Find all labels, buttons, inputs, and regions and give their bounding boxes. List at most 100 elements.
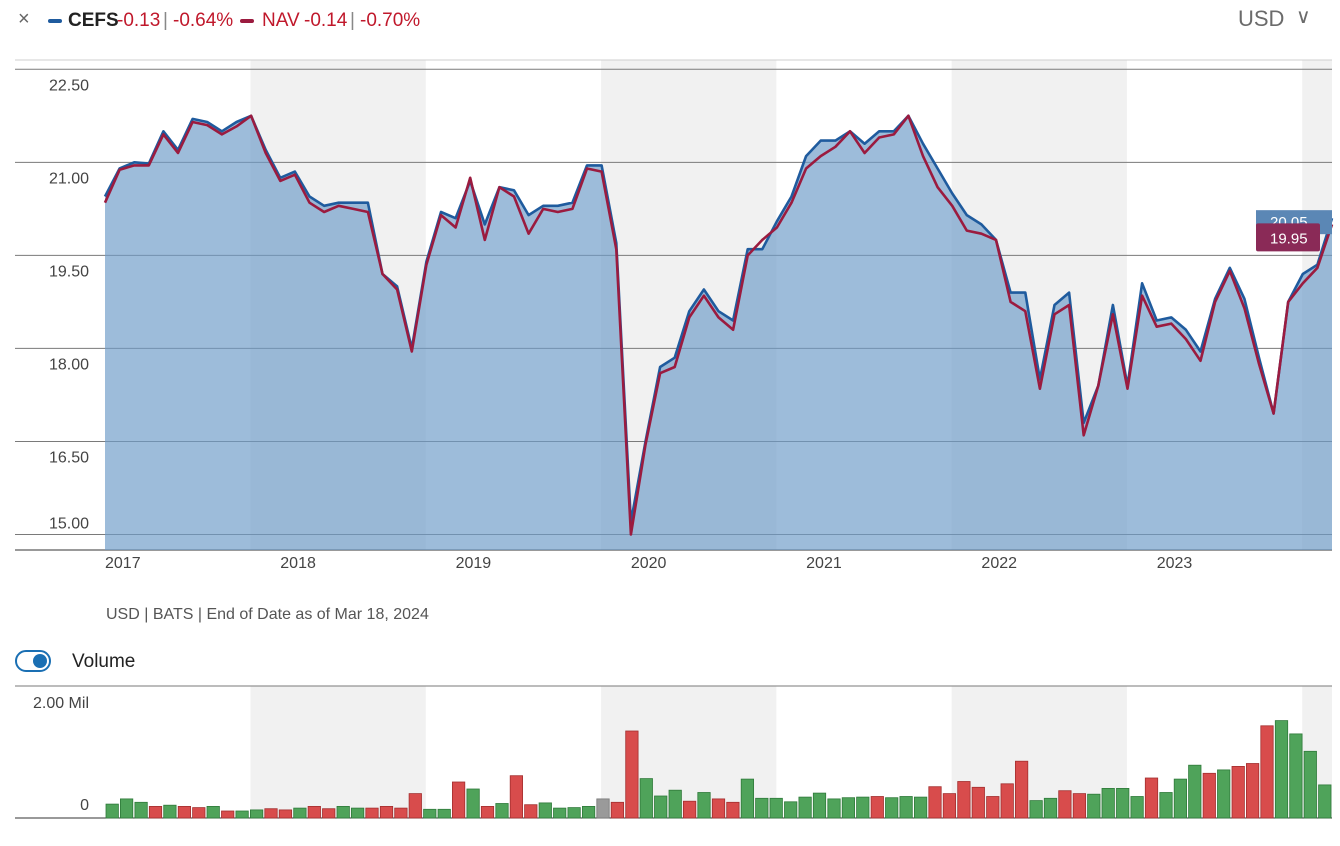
nav-line bbox=[103, 114, 1334, 536]
x-tick-label: 2017 bbox=[105, 555, 141, 572]
chevron-down-icon[interactable]: ∨ bbox=[1296, 6, 1311, 28]
toggle-knob bbox=[33, 654, 47, 668]
volume-bar bbox=[1289, 733, 1303, 819]
volume-bar bbox=[350, 807, 365, 819]
volume-bar bbox=[553, 807, 567, 819]
price-area bbox=[105, 115, 1332, 551]
y-tick-label: 21.00 bbox=[49, 170, 89, 187]
volume-chart: 2.00 Mil 0 bbox=[15, 685, 1332, 819]
volume-bar bbox=[1246, 763, 1260, 819]
volume-bar bbox=[451, 781, 466, 819]
x-tick-label: 2022 bbox=[981, 555, 1017, 572]
volume-bar bbox=[827, 798, 841, 819]
volume-y-axis: 2.00 Mil 0 bbox=[33, 695, 89, 814]
volume-bar bbox=[798, 796, 812, 819]
volume-bar bbox=[336, 806, 350, 819]
volume-bar bbox=[870, 796, 884, 819]
volume-bar bbox=[683, 800, 697, 819]
close-icon[interactable]: × bbox=[18, 8, 30, 30]
volume-bar bbox=[177, 806, 191, 819]
volume-bar bbox=[221, 810, 235, 819]
nav-separator: | bbox=[350, 10, 355, 31]
chart-legend: × CEFS -0.13 | -0.64% NAV -0.14 | -0.70%… bbox=[0, 0, 1340, 44]
volume-bar bbox=[942, 793, 957, 819]
volume-bar bbox=[524, 804, 538, 819]
volume-bar bbox=[740, 778, 755, 819]
volume-bar bbox=[1260, 725, 1274, 819]
volume-bar bbox=[812, 792, 827, 819]
volume-bar bbox=[538, 802, 552, 819]
volume-bar bbox=[914, 796, 928, 819]
cefs-change: -0.13 bbox=[117, 10, 161, 31]
volume-bar bbox=[278, 809, 293, 819]
volume-bar bbox=[1072, 793, 1086, 819]
volume-bar bbox=[192, 807, 206, 819]
y-tick-label: 2.00 Mil bbox=[33, 695, 89, 712]
source-note: USD | BATS | End of Date as of Mar 18, 2… bbox=[106, 606, 429, 623]
volume-bar bbox=[711, 798, 726, 819]
nav-ticker[interactable]: NAV bbox=[262, 10, 300, 31]
y-tick-label: 19.50 bbox=[49, 263, 89, 280]
volume-bar bbox=[249, 809, 264, 819]
volume-bar bbox=[1116, 788, 1130, 819]
volume-bar bbox=[394, 807, 408, 819]
nav-change: -0.14 bbox=[304, 10, 348, 31]
volume-label: Volume bbox=[72, 651, 136, 672]
volume-bar bbox=[322, 808, 336, 819]
volume-bar bbox=[379, 806, 394, 819]
currency-selector[interactable]: USD bbox=[1238, 6, 1285, 31]
cefs-separator: | bbox=[163, 10, 168, 31]
volume-bar bbox=[1173, 778, 1187, 819]
volume-bar bbox=[654, 795, 668, 819]
volume-bar bbox=[495, 803, 509, 819]
year-band bbox=[250, 686, 426, 818]
volume-bar bbox=[625, 730, 639, 819]
volume-bar bbox=[856, 796, 870, 819]
volume-bar bbox=[769, 797, 783, 819]
volume-bar bbox=[1029, 800, 1043, 819]
volume-bar bbox=[1087, 793, 1101, 819]
y-tick-label: 0 bbox=[80, 797, 89, 814]
volume-bar bbox=[596, 798, 610, 819]
y-tick-label: 22.50 bbox=[49, 77, 89, 94]
volume-bar bbox=[1144, 777, 1159, 819]
cefs-series-swatch bbox=[48, 19, 62, 23]
volume-bar bbox=[365, 807, 379, 819]
volume-bar bbox=[480, 806, 495, 819]
volume-bar bbox=[726, 801, 740, 819]
volume-bar bbox=[466, 788, 480, 819]
volume-bar bbox=[668, 789, 682, 819]
nav-last-value-badge bbox=[1256, 223, 1320, 252]
volume-bar bbox=[1202, 772, 1216, 819]
price-y-axis: 22.50 21.00 19.50 18.00 16.50 15.00 bbox=[49, 77, 89, 532]
volume-bar bbox=[1217, 769, 1231, 819]
volume-bar bbox=[784, 801, 798, 819]
volume-bar bbox=[697, 792, 711, 819]
volume-bar bbox=[148, 806, 163, 819]
volume-bar bbox=[1058, 790, 1072, 819]
nav-last-value: 19.95 bbox=[1270, 230, 1308, 247]
y-tick-label: 16.50 bbox=[49, 449, 89, 466]
volume-bar bbox=[885, 797, 899, 819]
volume-bar bbox=[1318, 784, 1332, 819]
x-tick-label: 2021 bbox=[806, 555, 842, 572]
volume-bar bbox=[1159, 792, 1173, 819]
x-tick-label: 2020 bbox=[631, 555, 667, 572]
volume-bar bbox=[206, 806, 220, 819]
volume-bar bbox=[134, 801, 148, 819]
volume-bar bbox=[957, 781, 971, 819]
volume-toggle[interactable] bbox=[15, 650, 51, 672]
volume-bar bbox=[423, 808, 437, 819]
volume-bar bbox=[1000, 783, 1014, 819]
cefs-ticker[interactable]: CEFS bbox=[68, 10, 119, 31]
price-x-axis: 2017 2018 2019 2020 2021 2022 2023 bbox=[105, 555, 1192, 572]
volume-bar bbox=[293, 807, 307, 819]
volume-bar bbox=[235, 810, 249, 819]
volume-bar bbox=[1274, 720, 1289, 819]
nav-series-swatch bbox=[240, 19, 254, 23]
volume-bar bbox=[986, 796, 1000, 819]
volume-bar bbox=[1231, 766, 1245, 819]
volume-bar bbox=[307, 806, 321, 819]
